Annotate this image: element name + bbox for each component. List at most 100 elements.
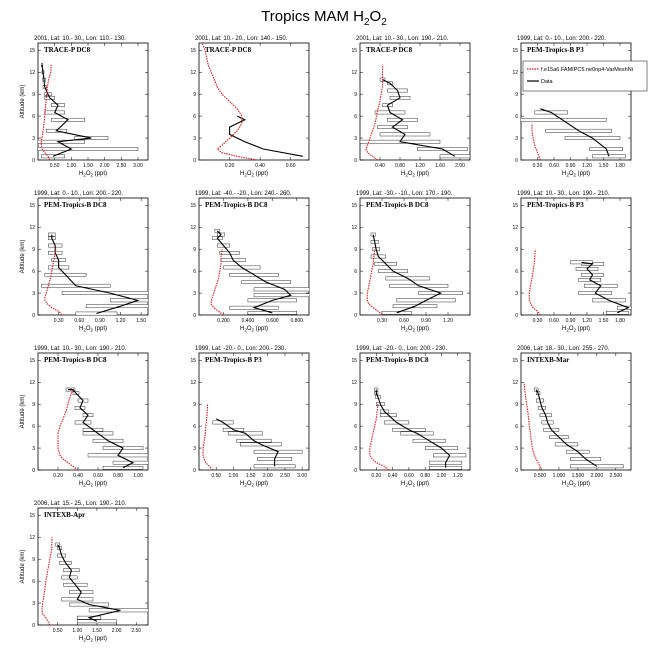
data-series-line — [581, 261, 630, 314]
panel-subtitle: 1999, Lat: -20.- 0., Lon: 200.- 230. — [195, 346, 286, 352]
error-bar — [247, 311, 297, 315]
y-tick-label: 6 — [354, 269, 357, 275]
x-tick-label: 1.20 — [453, 473, 463, 479]
data-series-line — [229, 115, 303, 157]
y-tick-label: 3 — [32, 291, 35, 297]
x-axis-label: H2O2 (ppt) — [79, 326, 107, 333]
x-tick-label: 0.60 — [549, 318, 559, 324]
y-tick-label: 6 — [193, 269, 196, 275]
panel-subtitle: 1999, Lat: -30.- -10., Lon: 170.- 190. — [356, 191, 453, 197]
y-tick-label: 0 — [354, 158, 357, 164]
x-tick-label: 1.20 — [582, 318, 592, 324]
x-tick-label: 0.60 — [93, 473, 103, 479]
y-tick-label: 12 — [351, 70, 357, 76]
x-tick-label: 1.80 — [615, 318, 625, 324]
y-tick-label: 12 — [512, 70, 518, 76]
x-tick-label: 0.90 — [421, 318, 431, 324]
x-tick-label: 0.400 — [242, 318, 255, 324]
x-tick-label: 0.50 — [50, 163, 60, 169]
y-tick-label: 15 — [29, 203, 35, 209]
y-tick-label: 3 — [515, 291, 518, 297]
campaign-label: INTEXB-Mar — [527, 356, 569, 364]
y-tick-label: 0 — [193, 313, 196, 319]
y-axis-label: Altitude (km) — [20, 85, 26, 119]
y-tick-label: 0 — [515, 158, 518, 164]
x-tick-label: 0.20 — [225, 163, 235, 169]
y-tick-label: 3 — [193, 291, 196, 297]
x-tick-label: 0.90 — [566, 318, 576, 324]
campaign-label: PEM-Tropics-B P3 — [527, 46, 584, 54]
x-axis-label: H2O2 (ppt) — [79, 481, 107, 488]
y-tick-label: 12 — [512, 380, 518, 386]
model-series-line — [210, 249, 224, 315]
campaign-label: PEM-Tropics-B DC8 — [366, 356, 429, 364]
y-tick-label: 15 — [29, 358, 35, 364]
y-tick-label: 0 — [32, 158, 35, 164]
legend-model-label: f.e15a6.FAMIPC5.ne0np4-VarMeshNi — [541, 67, 633, 73]
y-tick-label: 3 — [193, 446, 196, 452]
model-series-line — [41, 537, 53, 625]
y-tick-label: 6 — [32, 269, 35, 275]
y-tick-label: 9 — [354, 247, 357, 253]
x-tick-label: 0.200 — [217, 318, 230, 324]
panel-9: 1999, Lat: 10.- 30., Lon: 190.- 210. PEM-… — [20, 346, 149, 488]
x-tick-label: 1.60 — [435, 163, 445, 169]
x-tick-label: 0.30 — [533, 163, 543, 169]
x-tick-label: 3.00 — [297, 473, 307, 479]
campaign-label: INTEXB-Apr — [44, 511, 85, 519]
x-tick-label: 1.20 — [443, 318, 453, 324]
y-tick-label: 15 — [512, 203, 518, 209]
campaign-label: PEM-Tropics-B DC8 — [366, 201, 429, 209]
panel-11: 1999, Lat: -20.- 0., Lon: 200.- 230. PEM-… — [351, 346, 471, 488]
y-tick-label: 6 — [193, 114, 196, 120]
plot-area — [41, 232, 148, 315]
y-tick-label: 0 — [32, 313, 35, 319]
y-tick-label: 9 — [354, 92, 357, 98]
panel-subtitle: 2001, Lat: 10.- 20., Lon: 140.- 150. — [195, 36, 288, 42]
panel-10: 1999, Lat: -20.- 0., Lon: 200.- 230. PEM-… — [190, 346, 310, 488]
y-tick-label: 0 — [354, 313, 357, 319]
x-tick-label: 2.00 — [100, 163, 110, 169]
panel-3: 2001, Lat: 10.- 30., Lon: 190.- 210. TRAC… — [351, 36, 471, 178]
campaign-label: TRACE-P DC8 — [366, 46, 413, 54]
x-axis-label: H2O2 (ppt) — [562, 171, 590, 178]
x-tick-label: 1.50 — [246, 473, 256, 479]
x-tick-label: 2.500 — [610, 473, 623, 479]
y-tick-label: 9 — [32, 402, 35, 408]
y-tick-label: 12 — [29, 380, 35, 386]
x-axis-label: H2O2 (ppt) — [562, 326, 590, 333]
error-bar — [38, 147, 139, 151]
data-series-line — [51, 234, 140, 315]
model-series-line — [57, 389, 79, 470]
x-tick-label: 2.00 — [263, 473, 273, 479]
x-tick-label: 0.80 — [420, 473, 430, 479]
error-bar — [521, 117, 607, 122]
error-bar — [55, 542, 60, 547]
x-tick-label: 1.00 — [66, 163, 76, 169]
y-tick-label: 3 — [32, 446, 35, 452]
x-tick-label: 0.40 — [388, 473, 398, 479]
error-bar — [617, 305, 631, 310]
y-tick-label: 15 — [512, 48, 518, 54]
x-tick-label: 0.40 — [375, 163, 385, 169]
panel-subtitle: 1999, Lat: 10.- 30., Lon: 190.- 210. — [517, 191, 610, 197]
panel-7: 1999, Lat: -30.- -10., Lon: 170.- 190. PE… — [351, 191, 471, 333]
x-tick-label: 1.20 — [116, 318, 126, 324]
error-bar — [253, 287, 309, 292]
data-series-line — [57, 544, 121, 622]
campaign-label: PEM-Tropics-B DC8 — [44, 356, 107, 364]
error-bar — [534, 387, 539, 392]
x-tick-label: 0.800 — [291, 318, 304, 324]
x-tick-label: 1.500 — [572, 473, 585, 479]
campaign-label: PEM-Tropics-B P3 — [527, 201, 584, 209]
plot-frame — [520, 197, 632, 316]
error-bar — [85, 304, 148, 309]
data-series-line — [41, 64, 92, 157]
x-tick-label: 0.500 — [534, 473, 547, 479]
model-series-line — [202, 404, 214, 470]
figure-title: Tropics MAM H2O2 — [261, 8, 387, 28]
x-tick-label: 0.40 — [73, 473, 83, 479]
y-tick-label: 9 — [515, 247, 518, 253]
data-series-line — [540, 108, 610, 157]
